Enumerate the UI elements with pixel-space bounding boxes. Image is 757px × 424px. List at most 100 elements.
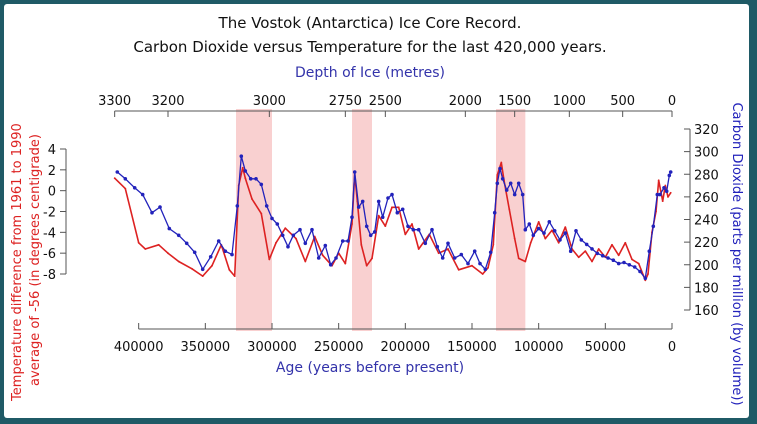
co2-point bbox=[323, 243, 328, 248]
co2-point bbox=[243, 169, 248, 173]
left-tick-label: -2 bbox=[43, 206, 56, 221]
temperature-point bbox=[137, 241, 140, 244]
co2-point bbox=[568, 249, 573, 253]
co2-point bbox=[664, 189, 669, 193]
co2-point bbox=[386, 196, 390, 200]
temperature-point bbox=[597, 248, 600, 250]
temperature-point bbox=[492, 243, 495, 246]
temperature-point bbox=[377, 214, 380, 217]
co2-point bbox=[334, 256, 338, 260]
co2-point bbox=[316, 256, 321, 260]
temperature-point bbox=[471, 264, 473, 267]
co2-point bbox=[508, 181, 513, 186]
temperature-point bbox=[360, 243, 363, 246]
co2-point bbox=[552, 229, 557, 233]
co2-point bbox=[200, 267, 205, 272]
co2-point bbox=[590, 247, 594, 251]
co2-point bbox=[360, 199, 365, 204]
left-axis-title: Temperature difference from 1961 to 1990… bbox=[10, 119, 43, 402]
co2-point bbox=[230, 252, 234, 257]
temperature-point bbox=[513, 237, 516, 240]
temperature-point bbox=[191, 267, 193, 270]
temperature-point bbox=[664, 184, 667, 187]
temperature-point bbox=[584, 250, 587, 253]
co2-point bbox=[167, 226, 172, 231]
temperature-point bbox=[384, 225, 387, 228]
co2-point bbox=[350, 215, 354, 219]
co2-point bbox=[547, 220, 552, 224]
temperature-point bbox=[124, 187, 127, 190]
co2-point bbox=[132, 186, 137, 190]
temperature-point bbox=[631, 258, 633, 261]
co2-point bbox=[390, 192, 394, 197]
series-layer bbox=[113, 154, 673, 282]
co2-point bbox=[270, 216, 274, 221]
x-tick-label: 350000 bbox=[181, 340, 231, 355]
right-tick-label: 280 bbox=[694, 168, 719, 183]
right-axis-title: Carbon Dioxide (parts per million (by vo… bbox=[729, 102, 744, 405]
right-tick-label: 240 bbox=[694, 214, 719, 229]
co2-point bbox=[310, 227, 314, 232]
co2-point bbox=[298, 227, 302, 232]
co2-point bbox=[658, 192, 662, 197]
co2-point bbox=[346, 239, 350, 243]
temperature-point bbox=[529, 241, 532, 244]
temperature-point bbox=[244, 177, 247, 180]
temperature-point bbox=[344, 262, 347, 265]
co2-series bbox=[115, 154, 673, 281]
co2-point bbox=[488, 250, 493, 255]
temperature-point bbox=[564, 226, 567, 229]
temperature-point bbox=[496, 174, 499, 176]
temperature-point bbox=[397, 206, 400, 209]
co2-point bbox=[616, 261, 621, 266]
co2-point bbox=[495, 181, 500, 186]
co2-point bbox=[328, 263, 333, 267]
co2-point bbox=[376, 199, 381, 204]
highlight-band bbox=[352, 109, 372, 331]
co2-point bbox=[380, 215, 385, 219]
temperature-point bbox=[551, 229, 553, 232]
co2-point bbox=[411, 227, 416, 232]
temperature-point bbox=[524, 260, 527, 263]
chart-panel: The Vostok (Antarctica) Ice Core Record.… bbox=[4, 4, 749, 418]
co2-point bbox=[254, 177, 258, 181]
co2-point bbox=[542, 231, 546, 235]
temperature-point bbox=[544, 237, 547, 240]
co2-point bbox=[531, 233, 536, 238]
temperature-point bbox=[113, 177, 116, 180]
co2-point bbox=[435, 244, 440, 249]
top-axis-title: Depth of Ice (metres) bbox=[295, 65, 445, 81]
temperature-point bbox=[517, 257, 520, 260]
co2-point bbox=[504, 188, 509, 192]
temperature-point bbox=[228, 268, 231, 271]
temperature-point bbox=[365, 264, 368, 267]
temperature-point bbox=[624, 241, 627, 244]
temperature-line bbox=[114, 161, 672, 282]
temperature-point bbox=[457, 268, 460, 271]
temperature-point bbox=[411, 223, 413, 225]
temperature-point bbox=[447, 248, 449, 250]
co2-line bbox=[116, 155, 672, 279]
co2-point bbox=[472, 249, 477, 253]
temperature-point bbox=[617, 254, 620, 257]
co2-point bbox=[643, 276, 648, 281]
temperature-point bbox=[391, 206, 393, 209]
temperature-point bbox=[537, 221, 540, 223]
co2-point bbox=[400, 207, 405, 212]
co2-point bbox=[303, 241, 308, 246]
co2-point bbox=[208, 255, 213, 259]
temperature-point bbox=[647, 273, 649, 275]
temperature-point bbox=[508, 208, 511, 211]
co2-point bbox=[235, 204, 240, 208]
temperature-point bbox=[669, 191, 672, 194]
temperature-point bbox=[211, 264, 213, 267]
temperature-point bbox=[577, 256, 580, 259]
co2-point bbox=[223, 249, 228, 253]
temperature-point bbox=[295, 237, 297, 240]
temperature-point bbox=[371, 257, 373, 260]
temperature-point bbox=[437, 252, 440, 255]
co2-point bbox=[416, 227, 421, 232]
x-tick-label: 200000 bbox=[381, 340, 431, 355]
temperature-point bbox=[321, 254, 324, 257]
x-tick-label: 300000 bbox=[247, 340, 297, 355]
